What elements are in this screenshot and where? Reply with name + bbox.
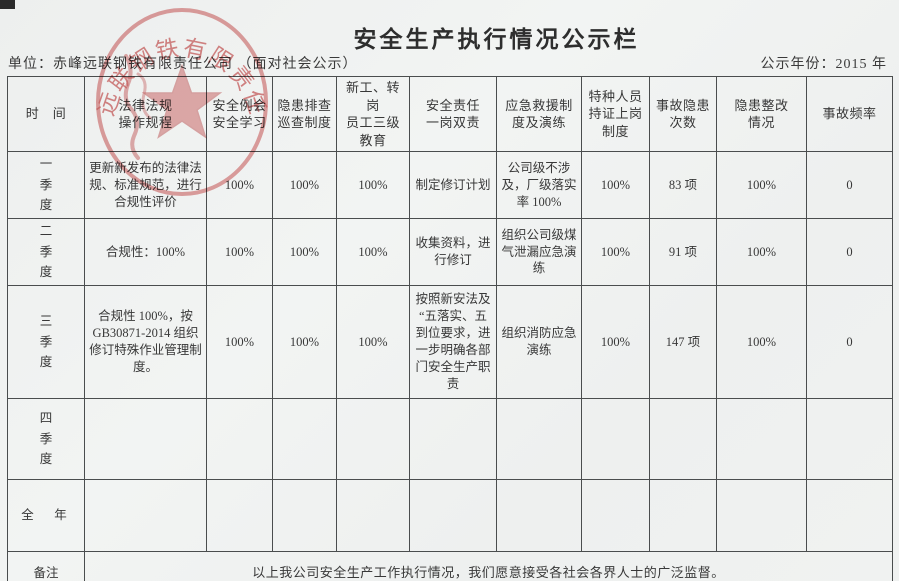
- cell-inspection: 100%: [272, 218, 337, 286]
- cell-meeting: 100%: [206, 284, 273, 399]
- col-header-emergency: 应急救援制 度及演练: [496, 75, 582, 153]
- cell-meeting: 100%: [206, 151, 273, 220]
- cell-frequency: 0: [806, 284, 893, 399]
- col-header-certification: 特种人员 持证上岗 制度: [581, 75, 650, 153]
- remark-label: 备注: [7, 550, 85, 581]
- cell-time: 全 年: [7, 478, 85, 552]
- cell-hazard-count: [649, 478, 717, 552]
- remark-text: 以上我公司安全生产工作执行情况，我们愿意接受各社会各界人士的广泛监督。: [84, 550, 893, 581]
- cell-meeting: [206, 397, 273, 480]
- cell-hazard-count: 83 项: [649, 151, 717, 220]
- cell-frequency: [806, 478, 893, 552]
- cell-hazard-count: 147 项: [649, 284, 717, 399]
- cell-inspection: 100%: [272, 284, 337, 399]
- year-label: 公示年份：2015 年: [760, 57, 887, 72]
- cell-rectification: 100%: [716, 151, 807, 220]
- cell-certification: 100%: [581, 151, 650, 220]
- cell-frequency: 0: [806, 218, 893, 286]
- cell-rectification: 100%: [716, 218, 807, 286]
- cell-inspection: [272, 478, 337, 552]
- cell-education: 100%: [336, 284, 410, 399]
- cell-rectification: [716, 397, 807, 480]
- page-title: 安全生产执行情况公示栏: [353, 27, 640, 52]
- unit-label: 单位：赤峰远联钢铁有限责任公司 （面对社会公示）: [8, 57, 358, 72]
- table-row-q4: 四季度: [7, 397, 893, 480]
- cell-responsibility: 收集资料，进行修订: [409, 218, 497, 286]
- cell-inspection: 100%: [272, 151, 337, 220]
- cell-laws: [84, 478, 207, 552]
- cell-emergency: [496, 478, 582, 552]
- table-row-q2: 二季度 合规性：100% 100% 100% 100% 收集资料，进行修订 组织…: [7, 218, 893, 286]
- table-row-q1: 一季度 更新新发布的法律法规、标准规范，进行合规性评价 100% 100% 10…: [7, 151, 893, 220]
- cell-emergency: 公司级不涉及，厂级落实率 100%: [496, 151, 582, 220]
- cell-frequency: [806, 397, 893, 480]
- cell-education: 100%: [336, 218, 410, 286]
- cell-rectification: [716, 478, 807, 552]
- header-row: 时 间 法律法规 操作规程 安全例会 安全学习 隐患排查 巡查制度 新工、转岗 …: [7, 75, 893, 153]
- cell-inspection: [272, 397, 337, 480]
- col-header-meeting: 安全例会 安全学习: [206, 75, 273, 153]
- cell-laws: [84, 397, 207, 480]
- cell-responsibility: [409, 397, 497, 480]
- cell-laws: 合规性 100%，按 GB30871-2014 组织修订特殊作业管理制度。: [84, 284, 207, 399]
- cell-education: [336, 397, 410, 480]
- table-row-q3: 三季度 合规性 100%，按 GB30871-2014 组织修订特殊作业管理制度…: [7, 284, 893, 399]
- cell-rectification: 100%: [716, 284, 807, 399]
- cell-laws: 合规性：100%: [84, 218, 207, 286]
- cell-emergency: 组织消防应急演练: [496, 284, 582, 399]
- col-header-responsibility: 安全责任 一岗双责: [409, 75, 497, 153]
- cell-meeting: 100%: [206, 218, 273, 286]
- col-header-rectification: 隐患整改 情况: [716, 75, 807, 153]
- cell-certification: 100%: [581, 218, 650, 286]
- safety-status-table: 时 间 法律法规 操作规程 安全例会 安全学习 隐患排查 巡查制度 新工、转岗 …: [7, 75, 893, 581]
- table-row-remark: 备注 以上我公司安全生产工作执行情况，我们愿意接受各社会各界人士的广泛监督。: [7, 550, 893, 581]
- col-header-frequency: 事故频率: [806, 75, 893, 153]
- cell-meeting: [206, 478, 273, 552]
- cell-education: 100%: [336, 151, 410, 220]
- cell-laws: 更新新发布的法律法规、标准规范，进行合规性评价: [84, 151, 207, 220]
- cell-certification: [581, 478, 650, 552]
- cell-responsibility: 按照新安法及“五落实、五到位要求，进一步明确各部门安全生产职责: [409, 284, 497, 399]
- cell-emergency: [496, 397, 582, 480]
- table-row-fullyear: 全 年: [7, 478, 893, 552]
- col-header-laws: 法律法规 操作规程: [84, 75, 207, 153]
- col-header-time: 时 间: [7, 75, 85, 153]
- cell-responsibility: [409, 478, 497, 552]
- col-header-education: 新工、转岗 员工三级 教育: [336, 75, 410, 153]
- scan-corner-artifact: [0, 0, 15, 9]
- cell-certification: 100%: [581, 284, 650, 399]
- cell-frequency: 0: [806, 151, 893, 220]
- col-header-hazard-count: 事故隐患 次数: [649, 75, 717, 153]
- cell-certification: [581, 397, 650, 480]
- cell-emergency: 组织公司级煤气泄漏应急演练: [496, 218, 582, 286]
- meta-line: 单位：赤峰远联钢铁有限责任公司 （面对社会公示） 公示年份：2015 年: [8, 53, 887, 73]
- cell-time: 二季度: [7, 218, 85, 286]
- col-header-inspection: 隐患排查 巡查制度: [272, 75, 337, 153]
- cell-hazard-count: 91 项: [649, 218, 717, 286]
- cell-hazard-count: [649, 397, 717, 480]
- cell-time: 一季度: [7, 151, 85, 220]
- cell-responsibility: 制定修订计划: [409, 151, 497, 220]
- cell-education: [336, 478, 410, 552]
- cell-time: 四季度: [7, 397, 85, 480]
- cell-time: 三季度: [7, 284, 85, 399]
